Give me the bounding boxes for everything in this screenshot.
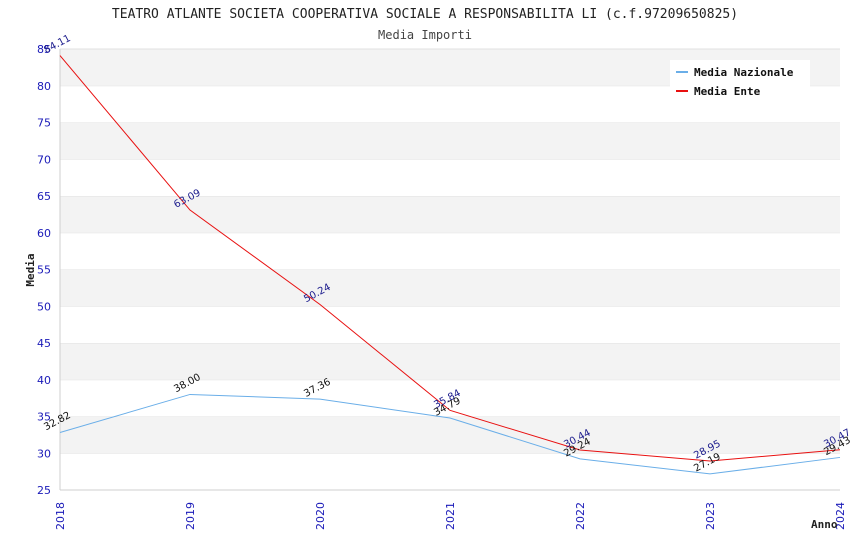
series-lines: [59, 55, 841, 475]
series-line-nazionale: [59, 393, 841, 475]
y-tick-label: 30: [37, 447, 51, 460]
grid-band: [60, 453, 840, 490]
x-tick-label: 2024: [834, 502, 847, 530]
y-tick-label: 25: [37, 484, 51, 497]
legend-label: Media Nazionale: [694, 66, 794, 79]
y-tick-label: 65: [37, 190, 51, 203]
series-line-ente: [59, 55, 841, 462]
legend: Media Nazionale Media Ente: [670, 60, 810, 98]
grid-band: [60, 122, 840, 160]
x-tick-label: 2019: [184, 502, 197, 530]
chart-title: TEATRO ATLANTE SOCIETA COOPERATIVA SOCIA…: [112, 7, 738, 22]
x-axis-label: Anno: [811, 518, 838, 531]
grid-band: [60, 196, 840, 233]
grid-band: [60, 269, 840, 307]
x-axis-ticks: 2018 2019 2020 2021 2022 2023 2024: [54, 502, 847, 530]
grid-band: [60, 416, 840, 454]
y-tick-label: 35: [37, 411, 51, 424]
grid-band: [60, 343, 840, 380]
legend-label: Media Ente: [694, 85, 761, 98]
y-tick-label: 55: [37, 264, 51, 277]
chart-subtitle: Media Importi: [378, 28, 472, 42]
y-axis-label: Media: [24, 253, 37, 286]
y-tick-label: 45: [37, 337, 51, 350]
x-tick-label: 2020: [314, 502, 327, 530]
y-tick-label: 75: [37, 117, 51, 130]
grid-band: [60, 159, 840, 196]
legend-box: [670, 60, 810, 98]
y-tick-label: 80: [37, 80, 51, 93]
x-tick-label: 2021: [444, 502, 457, 530]
x-tick-label: 2023: [704, 502, 717, 530]
x-tick-label: 2018: [54, 502, 67, 530]
y-tick-label: 40: [37, 374, 51, 387]
y-tick-label: 60: [37, 227, 51, 240]
y-tick-label: 50: [37, 300, 51, 313]
grid-bands: [60, 48, 840, 490]
y-tick-label: 85: [37, 43, 51, 56]
x-tick-label: 2022: [574, 502, 587, 530]
y-tick-label: 70: [37, 153, 51, 166]
grid-band: [60, 306, 840, 343]
grid-band: [60, 232, 840, 270]
y-axis-ticks: 25 30 35 40 45 50 55 60 65 70 75 80 85: [37, 43, 51, 497]
